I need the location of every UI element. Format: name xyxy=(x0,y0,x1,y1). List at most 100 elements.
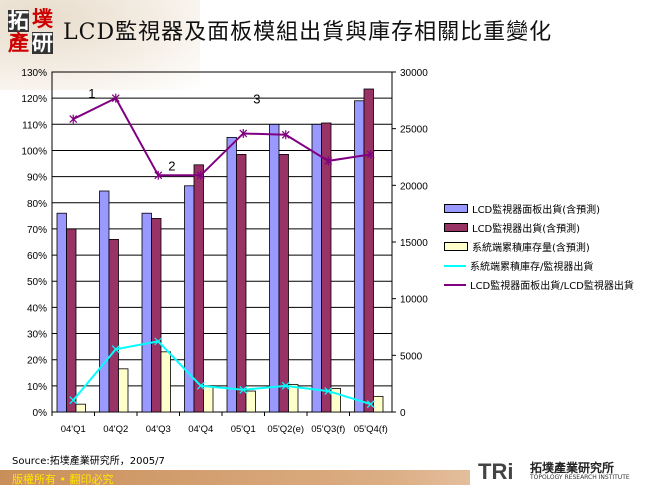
data-point-marker xyxy=(196,170,205,180)
y-right-tick-label: 15000 xyxy=(400,238,428,249)
bar xyxy=(278,153,289,413)
y-left-tick-label: 50% xyxy=(27,277,47,288)
data-point-marker xyxy=(154,337,163,346)
brand-name-cn: 拓墣產業研究所 xyxy=(530,461,615,475)
bar xyxy=(226,136,237,413)
y-right-tick-label: 0 xyxy=(400,408,406,419)
y-left-tick-label: 130% xyxy=(21,68,47,79)
y-right-tick-label: 25000 xyxy=(400,125,428,136)
bar xyxy=(373,395,384,413)
x-tick-label: 04'Q3 xyxy=(146,424,171,435)
bar xyxy=(236,153,247,413)
series-line xyxy=(72,340,372,406)
x-tick-label: 04'Q2 xyxy=(103,424,128,435)
bar xyxy=(288,384,299,413)
bar xyxy=(118,368,129,413)
y-left-tick-label: 120% xyxy=(21,94,47,105)
bar xyxy=(354,100,365,413)
y-left-tick-label: 80% xyxy=(27,199,47,210)
y-right-tick-label: 5000 xyxy=(400,351,423,362)
brand-logo: TRi 拓墣產業研究所 TOPOLOGY RESEARCH INSTITUTE xyxy=(470,457,650,485)
legend-line-icon xyxy=(444,283,466,286)
y-left-tick-label: 60% xyxy=(27,251,47,262)
logo-char: 拓 xyxy=(8,9,29,33)
y-left-tick-label: 20% xyxy=(27,356,47,367)
bar xyxy=(56,212,67,413)
y-left-tick-label: 0% xyxy=(33,408,48,419)
logo-char: 墣 xyxy=(32,7,53,31)
legend-swatch xyxy=(444,223,468,232)
legend-item: LCD監視器出貨(含預測) xyxy=(444,218,634,237)
bar xyxy=(245,390,256,413)
data-point-marker xyxy=(111,93,120,103)
page-title: LCD監視器及面板模組出貨與庫存相關比重變化 xyxy=(63,20,553,45)
legend-item: 系統端累積庫存/監視器出貨 xyxy=(444,256,634,275)
data-point-marker xyxy=(154,170,163,180)
legend-item: LCD監視器面板出貨(含預測) xyxy=(444,199,634,218)
y-left-tick-label: 30% xyxy=(27,330,47,341)
y-left-tick-label: 100% xyxy=(21,146,47,157)
bar xyxy=(321,122,332,413)
bar xyxy=(193,164,204,413)
bar xyxy=(99,190,110,413)
y-left-tick-label: 10% xyxy=(27,382,47,393)
x-tick-label: 05'Q1 xyxy=(231,424,256,435)
x-tick-label: 05'Q3(f) xyxy=(311,424,345,435)
data-point-marker xyxy=(239,128,248,138)
legend-label: 系統端累積庫存量(含預測) xyxy=(472,243,590,254)
brand-mark: TRi xyxy=(478,459,514,484)
annotation-label: 3 xyxy=(253,91,260,106)
legend-label: LCD監視器出貨(含預測) xyxy=(472,224,581,235)
logo-char: 研 xyxy=(32,31,53,55)
x-tick-label: 04'Q4 xyxy=(188,424,213,435)
legend-label: LCD監視器面板出貨(含預測) xyxy=(472,205,601,216)
y-left-tick-label: 40% xyxy=(27,303,47,314)
x-tick-label: 05'Q4(f) xyxy=(354,424,388,435)
bar xyxy=(160,351,171,413)
y-left-tick-label: 70% xyxy=(27,225,47,236)
chart: 0%10%20%30%40%50%60%70%80%90%100%110%120… xyxy=(21,68,428,435)
legend-swatch xyxy=(444,204,468,213)
legend: LCD監視器面板出貨(含預測) LCD監視器出貨(含預測) 系統端累積庫存量(含預測… xyxy=(444,199,634,294)
copyright-text: 版權所有 • 翻印必究 xyxy=(12,473,114,486)
data-point-marker xyxy=(239,385,248,394)
bar xyxy=(203,385,214,413)
data-point-marker xyxy=(324,156,333,166)
y-left-tick-label: 110% xyxy=(22,120,47,131)
bar xyxy=(330,388,341,413)
legend-item: LCD監視器面板出貨/LCD監視器出貨 xyxy=(444,275,634,294)
bar xyxy=(363,88,374,413)
legend-item: 系統端累積庫存量(含預測) xyxy=(444,237,634,256)
legend-line-icon xyxy=(444,264,466,267)
bar xyxy=(311,123,322,413)
logo-char: 產 xyxy=(8,31,29,55)
y-right-tick-label: 30000 xyxy=(400,68,428,79)
annotation-label: 2 xyxy=(168,158,175,173)
data-point-marker xyxy=(69,396,78,405)
bar xyxy=(151,218,162,413)
bar xyxy=(66,228,77,413)
x-tick-label: 04'Q1 xyxy=(61,424,86,435)
y-right-tick-label: 20000 xyxy=(400,181,428,192)
data-point-marker xyxy=(366,400,375,409)
data-point-marker xyxy=(281,130,290,140)
bar xyxy=(141,212,152,413)
x-tick-label: 05'Q2(e) xyxy=(267,424,304,435)
data-point-marker xyxy=(111,345,120,354)
legend-label: 系統端累積庫存/監視器出貨 xyxy=(470,262,594,273)
brand-name-en: TOPOLOGY RESEARCH INSTITUTE xyxy=(530,474,630,481)
legend-label: LCD監視器面板出貨/LCD監視器出貨 xyxy=(470,281,634,292)
series-line xyxy=(72,96,371,177)
logo: 拓 墣 產 研 xyxy=(8,8,58,54)
y-left-tick-label: 90% xyxy=(27,173,47,184)
data-point-marker xyxy=(196,381,205,390)
data-point-marker xyxy=(281,381,290,390)
bar xyxy=(269,123,280,413)
data-point-marker xyxy=(69,114,78,124)
data-point-marker xyxy=(366,149,375,159)
data-point-marker xyxy=(324,387,333,396)
bar xyxy=(75,403,86,413)
legend-swatch xyxy=(444,242,468,251)
annotation-label: 1 xyxy=(88,86,95,101)
source-note: Source:拓墣產業研究所，2005/7 xyxy=(12,456,165,467)
